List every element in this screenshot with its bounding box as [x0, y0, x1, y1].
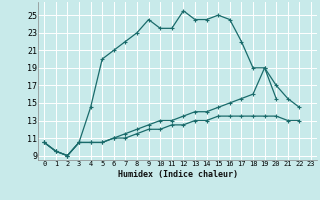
X-axis label: Humidex (Indice chaleur): Humidex (Indice chaleur) — [118, 170, 238, 179]
